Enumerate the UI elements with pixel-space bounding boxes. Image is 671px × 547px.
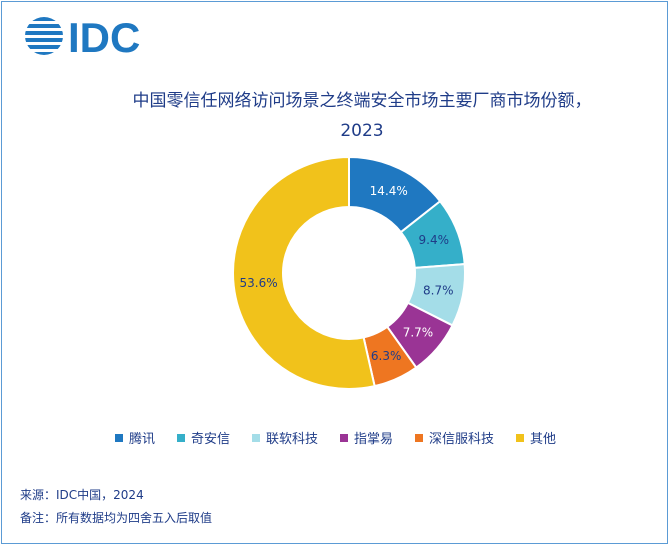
slice-data-label: 9.4% xyxy=(419,233,450,247)
slice-data-label: 53.6% xyxy=(240,276,278,290)
legend-swatch xyxy=(340,433,348,442)
legend-label: 联软科技 xyxy=(265,432,318,447)
slice-data-label: 6.3% xyxy=(371,349,402,363)
chart-legend: 腾讯 奇安信 联软科技 指掌易 深信服科技 其他 xyxy=(0,428,671,447)
legend-item: 腾讯 xyxy=(114,428,155,447)
legend-swatch xyxy=(114,433,123,442)
legend-item: 奇安信 xyxy=(176,428,230,447)
legend-item: 指掌易 xyxy=(340,428,393,447)
legend-item: 其他 xyxy=(516,428,556,447)
chart-title-line1: 中国零信任网络访问场景之终端安全市场主要厂商市场份额， xyxy=(132,91,592,111)
legend-label: 深信服科技 xyxy=(429,432,495,447)
legend-swatch xyxy=(251,433,260,442)
legend-swatch xyxy=(516,433,525,442)
legend-item: 深信服科技 xyxy=(415,428,494,447)
donut-slice xyxy=(232,155,376,390)
idc-logo: IDC xyxy=(25,14,140,58)
source-note: 来源：IDC中国，2024 xyxy=(20,488,144,502)
slice-data-label: 7.7% xyxy=(403,325,434,339)
legend-item: 联软科技 xyxy=(251,428,318,447)
logo-text: IDC xyxy=(68,14,140,58)
chart-title-line2: 2023 xyxy=(340,121,384,141)
legend-label: 其他 xyxy=(530,432,557,447)
legend-label: 指掌易 xyxy=(354,432,394,447)
slice-data-label: 14.4% xyxy=(370,184,408,198)
slice-data-label: 8.7% xyxy=(423,284,454,298)
legend-label: 腾讯 xyxy=(128,432,155,447)
legend-swatch xyxy=(176,433,185,442)
legend-label: 奇安信 xyxy=(190,432,230,447)
chart-title: 中国零信任网络访问场景之终端安全市场主要厂商市场份额， 2023 xyxy=(62,86,662,146)
legend-swatch xyxy=(415,433,424,442)
footnote: 备注：所有数据均为四舍五入后取值 xyxy=(20,511,213,525)
globe-icon xyxy=(25,17,63,55)
